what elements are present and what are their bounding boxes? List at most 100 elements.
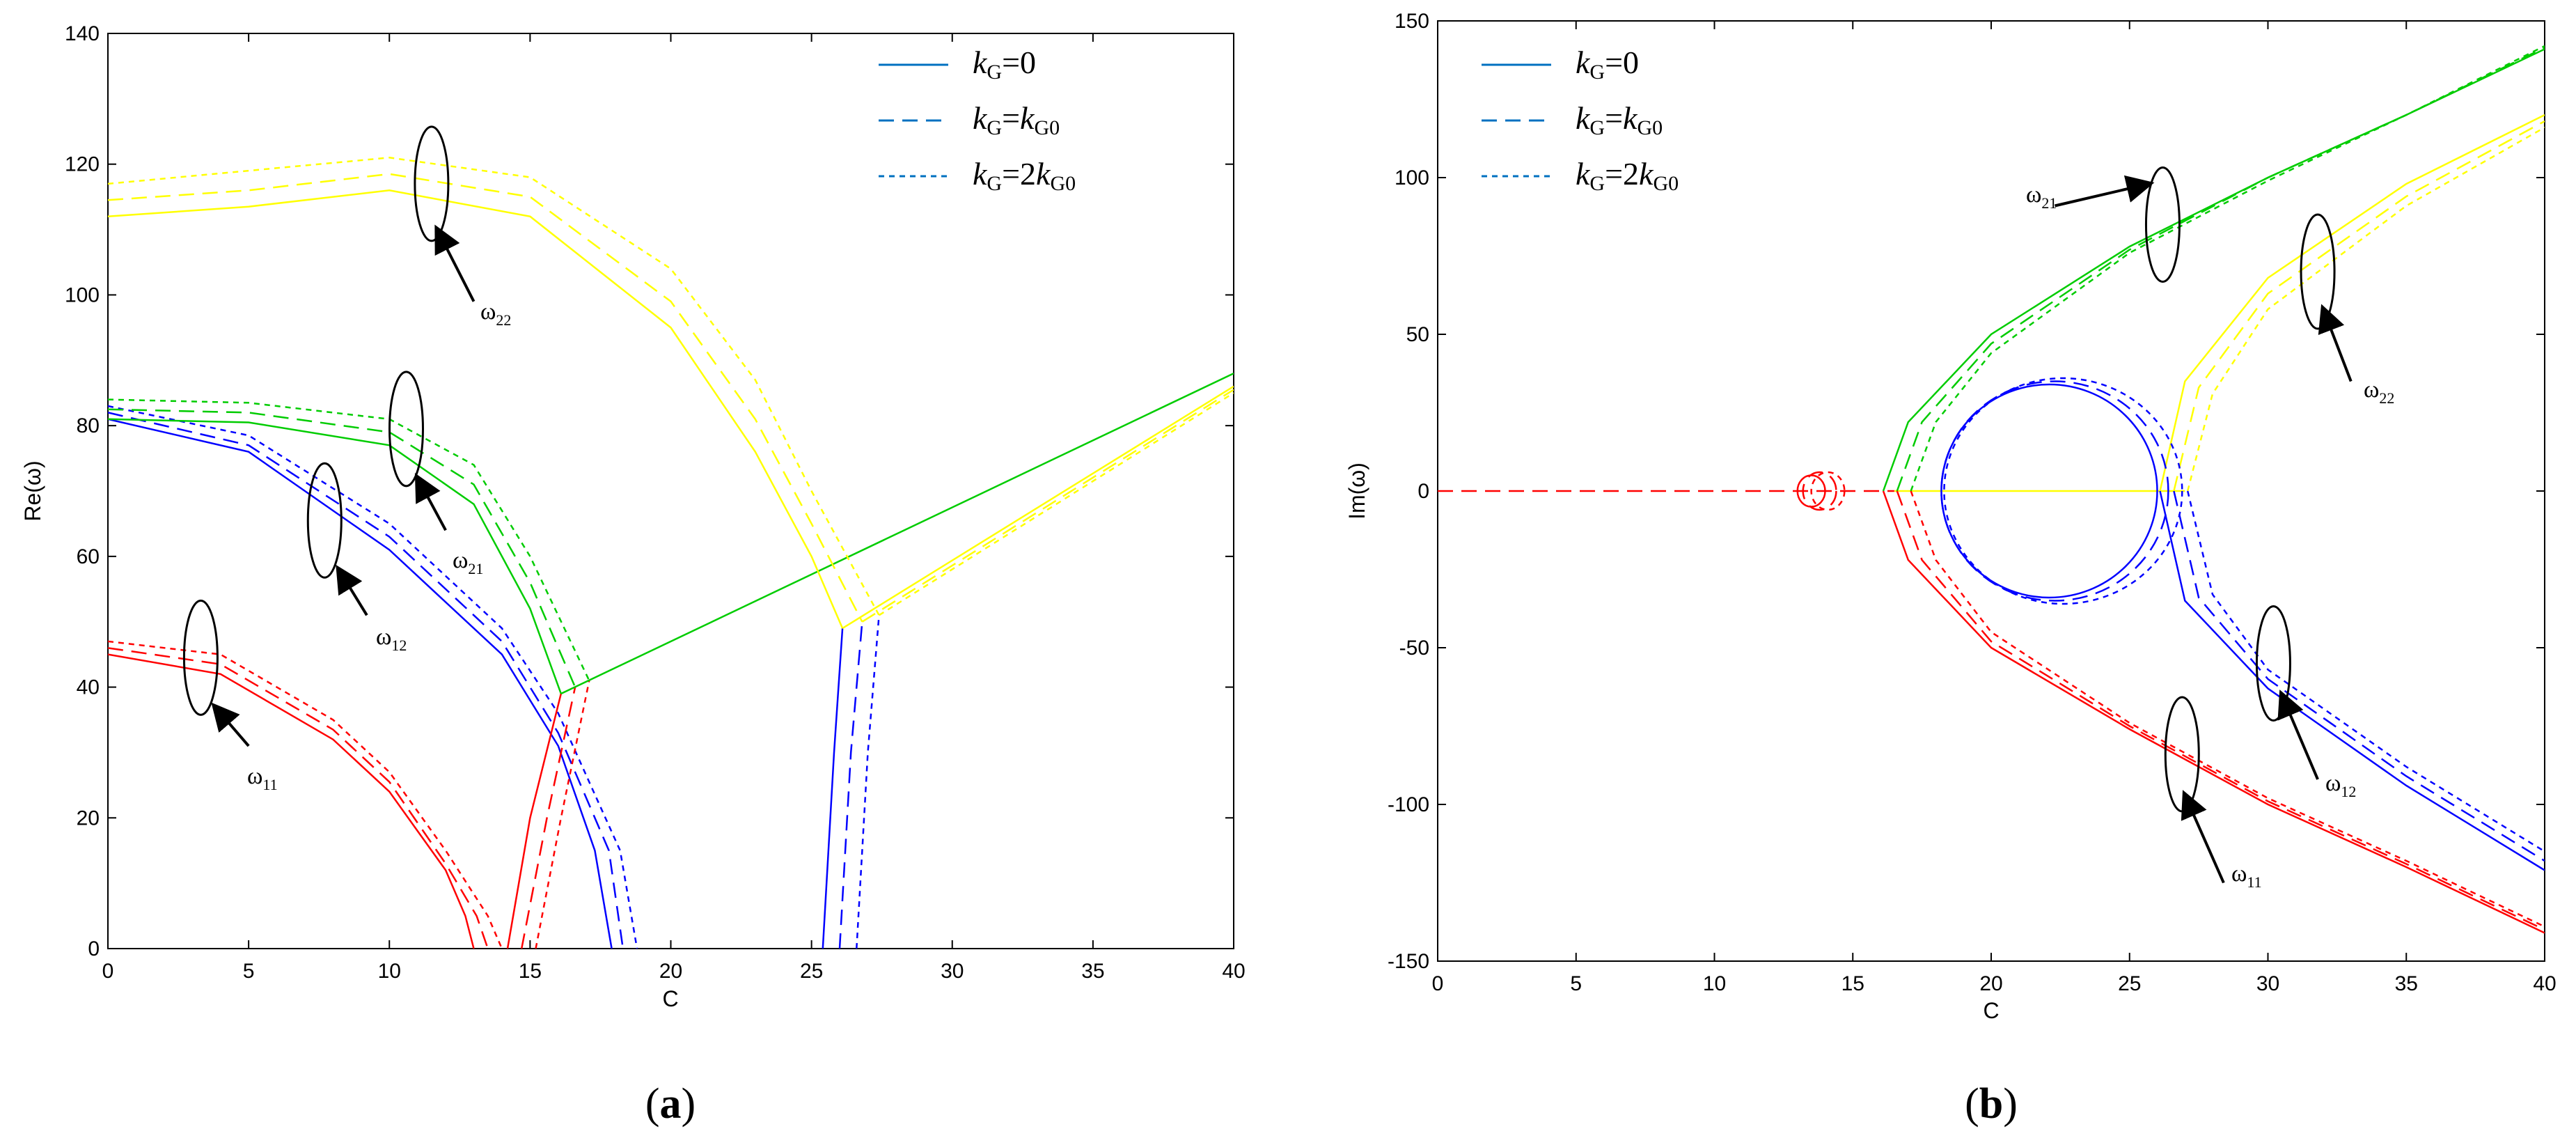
x-tick-label: 20	[1979, 972, 2002, 995]
legend-entry-dashed: kG=kG0	[1576, 100, 1663, 139]
series-line-ω12-upper-dotted	[856, 615, 880, 949]
series-line-ω21-dotted	[1910, 45, 2545, 492]
mode-label-omega-12: ω12	[376, 624, 407, 654]
y-tick-label: 60	[77, 545, 100, 568]
y-axis-label-b: Im(ω)	[1344, 462, 1369, 520]
x-tick-label: 35	[1081, 960, 1104, 983]
series-line-ω22-rise-dashed	[861, 389, 1234, 623]
mode-arrow	[2054, 175, 2155, 208]
series-line-ω22-solid	[108, 189, 844, 629]
mode-arrow	[434, 224, 476, 302]
annotations-a: ω22 ω21 ω12 ω11	[182, 125, 511, 793]
series-line-ω21-dotted	[108, 398, 590, 681]
series-lines-a	[108, 157, 1234, 949]
series-line-ω12-dashed	[108, 412, 625, 949]
y-tick-label: 0	[88, 937, 100, 960]
mode-label-omega-12: ω12	[2325, 770, 2356, 800]
series-line-ω11-dashed	[1896, 490, 2545, 931]
series-line-ω22-dashed	[2173, 120, 2545, 492]
series-line-ω12-loop-solid	[1940, 383, 2158, 599]
x-tick-label: 25	[2118, 972, 2141, 995]
x-tick-label: 25	[800, 960, 823, 983]
x-axis-label-a: C	[662, 986, 678, 1011]
series-line-ω12-upper-dashed	[838, 621, 863, 949]
mode-ellipse	[414, 125, 450, 242]
mode-arrow	[2318, 304, 2353, 382]
y-tick-label: -100	[1388, 793, 1429, 816]
x-axis-label-b: C	[1983, 998, 1999, 1023]
series-lines-b	[1438, 45, 2545, 934]
mode-ellipse	[182, 599, 219, 716]
x-ticks-a: 0 5 10 15 20 25 30 35 40	[102, 33, 1246, 983]
series-line-ω22-rise-solid	[842, 385, 1234, 630]
y-ticks-b: -150 -100 -50 0 50 100 150	[1388, 10, 2545, 973]
mode-ellipse	[2255, 605, 2291, 722]
annotations-b: ω21 ω22 ω12 ω11	[2026, 166, 2394, 891]
x-tick-label: 15	[1841, 972, 1864, 995]
series-line-ω12-solid	[2159, 490, 2545, 871]
series-line-ω12-loop-dotted	[1943, 377, 2183, 605]
legend-entry-solid: kG=0	[1576, 45, 1639, 84]
mode-arrow	[211, 702, 250, 747]
x-tick-label: 0	[1432, 972, 1444, 995]
y-tick-label: 0	[1417, 480, 1429, 503]
y-tick-label: 140	[65, 22, 100, 45]
x-tick-label: 40	[2533, 972, 2556, 995]
y-tick-label: 50	[1406, 323, 1429, 346]
mode-ellipse	[388, 371, 425, 488]
mode-label-omega-11: ω11	[2231, 861, 2262, 891]
y-axis-label-a: Re(ω)	[20, 460, 45, 521]
series-clip-b	[1438, 45, 2545, 934]
legend-entry-dotted: kG=2kG0	[973, 156, 1076, 195]
x-ticks-b: 0 5 10 15 20 25 30 35 40	[1432, 21, 2557, 995]
series-clip-a	[108, 157, 1234, 949]
series-line-ω11-loop-dashed	[1802, 471, 1837, 511]
y-tick-label: 100	[65, 283, 100, 306]
series-line-ω11-dotted	[1910, 490, 2545, 928]
series-line-ω12-solid	[108, 418, 613, 949]
series-line-ω11-dashed	[108, 647, 489, 949]
series-line-ω22-rise-dotted	[878, 392, 1234, 616]
x-tick-label: 30	[2256, 972, 2279, 995]
y-tick-label: 20	[77, 807, 100, 829]
legend-entry-solid: kG=0	[973, 45, 1036, 84]
series-line-ω12-upper-solid	[822, 628, 844, 949]
mode-arrow	[2277, 690, 2319, 780]
series-line-ω11-solid	[1882, 490, 2545, 934]
x-tick-label: 30	[941, 960, 964, 983]
panel-label-b: (b)	[1965, 1080, 2018, 1128]
series-line-ω12-dotted	[108, 405, 638, 949]
series-line-ω21-dashed	[108, 408, 576, 688]
legend-entry-dashed: kG=kG0	[973, 100, 1060, 139]
mode-ellipse	[2144, 166, 2181, 283]
x-tick-label: 0	[102, 960, 114, 983]
series-line-ω11-rise-dashed	[520, 687, 576, 949]
panel-label-b-letter: b	[1979, 1080, 2003, 1128]
series-line-ω11-rise-solid	[506, 693, 563, 949]
panel-label-a-letter: a	[660, 1080, 682, 1128]
mode-label-omega-22: ω22	[2364, 377, 2394, 407]
x-tick-label: 20	[659, 960, 682, 983]
panel-label-a: (a)	[645, 1080, 696, 1128]
legend-a: kG=0 kG=kG0 kG=2kG0	[879, 45, 1076, 195]
mode-arrow	[414, 473, 447, 531]
series-line-ω11-rise-dotted	[535, 680, 590, 949]
series-line-merged-solid	[560, 372, 1234, 695]
series-line-ω11-solid	[108, 653, 475, 949]
mode-ellipse	[2300, 213, 2336, 330]
series-line-ω12-loop-dashed	[1940, 380, 2169, 602]
mode-arrow	[336, 564, 368, 616]
series-line-ω12-dotted	[2186, 490, 2545, 852]
y-tick-label: -150	[1388, 950, 1429, 973]
y-tick-label: -50	[1399, 637, 1429, 660]
series-line-ω11-loop-dotted	[1810, 471, 1846, 511]
mode-label-omega-11: ω11	[247, 763, 278, 793]
y-tick-label: 40	[77, 676, 100, 699]
series-line-ω22-solid	[2159, 114, 2545, 492]
mode-label-omega-22: ω22	[480, 299, 511, 329]
y-tick-label: 150	[1395, 10, 1429, 33]
x-tick-label: 10	[1703, 972, 1726, 995]
legend-b: kG=0 kG=kG0 kG=2kG0	[1482, 45, 1679, 195]
